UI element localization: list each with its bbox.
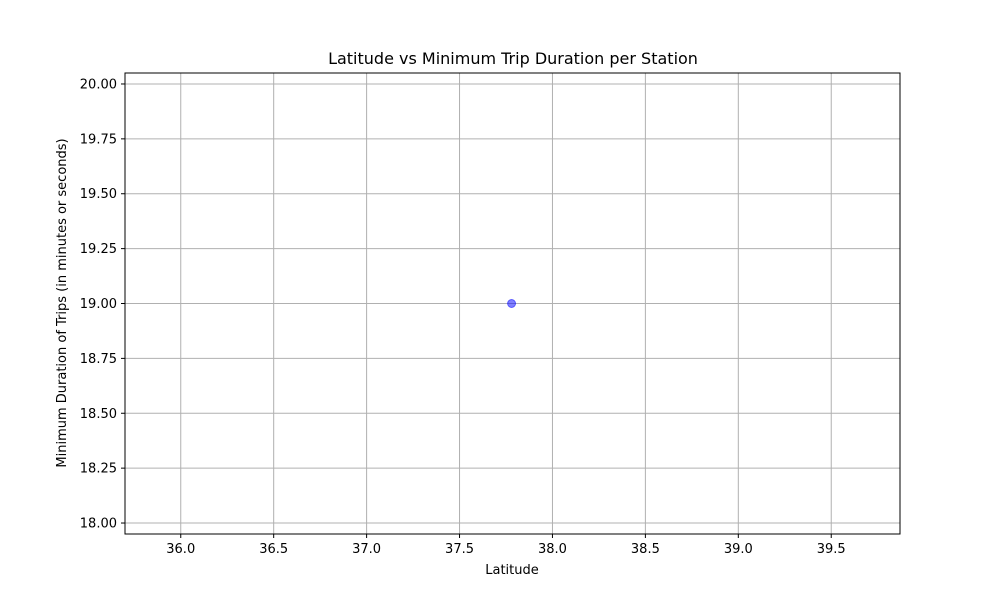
y-tick-label: 18.00	[80, 517, 117, 532]
x-tick-label: 36.0	[166, 542, 195, 557]
y-tick-label: 19.75	[80, 132, 117, 147]
x-tick-label: 38.0	[538, 542, 567, 557]
y-tick-label: 19.25	[80, 242, 117, 257]
y-tick-label: 20.00	[80, 77, 117, 92]
x-tick-label: 39.0	[724, 542, 753, 557]
x-axis-ticks: 36.0 36.5 37.0 37.5 38.0 38.5 39.0 39.5	[166, 534, 846, 557]
y-tick-label: 18.75	[80, 352, 117, 367]
y-axis-title: Minimum Duration of Trips (in minutes or…	[55, 138, 70, 467]
y-tick-label: 18.25	[80, 462, 117, 477]
y-tick-label: 19.50	[80, 187, 117, 202]
x-tick-label: 38.5	[631, 542, 660, 557]
chart-title: Latitude vs Minimum Trip Duration per St…	[328, 49, 698, 68]
plot-frame	[124, 72, 901, 535]
y-tick-label: 19.00	[80, 297, 117, 312]
y-axis-ticks: 18.00 18.25 18.50 18.75 19.00 19.25 19.50 19.75…	[80, 77, 125, 532]
x-tick-label: 37.0	[352, 542, 381, 557]
data-point	[507, 299, 517, 308]
x-tick-label: 36.5	[259, 542, 288, 557]
data-points	[507, 299, 517, 308]
x-tick-label: 39.5	[817, 542, 846, 557]
x-axis-title: Latitude	[485, 563, 539, 578]
x-tick-label: 37.5	[445, 542, 474, 557]
y-tick-label: 18.50	[80, 407, 117, 422]
